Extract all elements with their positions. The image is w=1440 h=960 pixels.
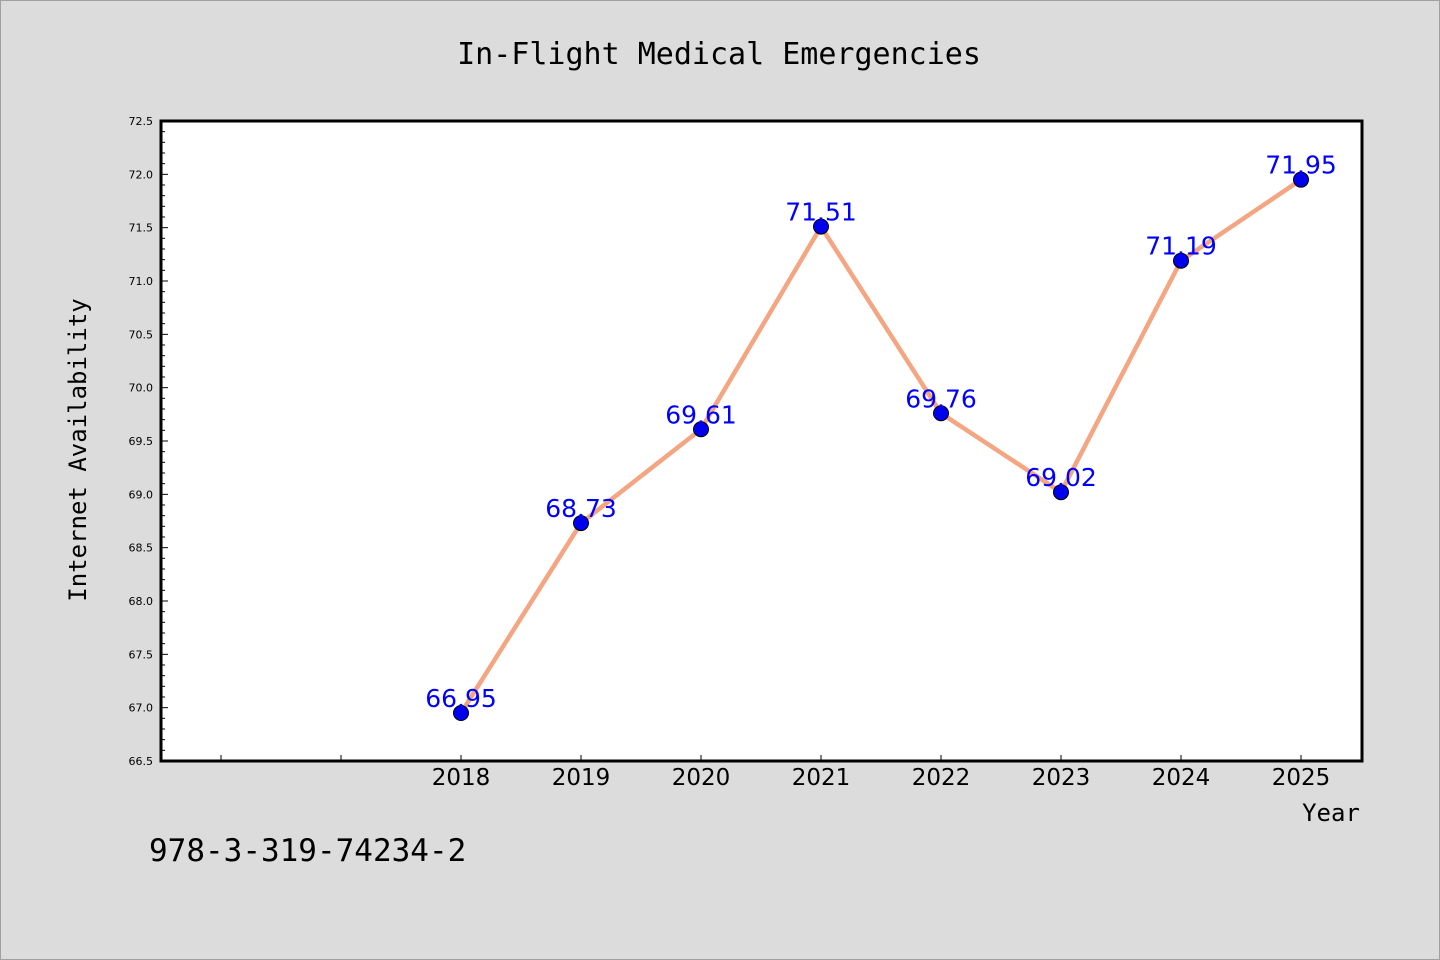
y-tick-label: 66.5 (129, 755, 154, 768)
data-label: 69.02 (1025, 463, 1097, 492)
y-axis: 66.5 67.0 67.5 68.0 68.5 69.0 69.5 70.0 70.5 71.0… (129, 115, 168, 768)
data-label: 69.76 (905, 384, 977, 413)
x-tick-label: 2020 (672, 765, 731, 791)
data-label: 71.51 (785, 198, 857, 227)
y-tick-label: 70.0 (129, 382, 154, 395)
y-tick-label: 67.0 (129, 702, 154, 715)
data-label: 71.19 (1145, 232, 1217, 261)
x-tick-label: 2023 (1032, 765, 1091, 791)
y-tick-label: 71.0 (129, 275, 154, 288)
series-polyline (459, 177, 1303, 715)
y-tick-label: 69.5 (129, 435, 154, 448)
y-tick-label: 72.0 (129, 168, 154, 181)
y-tick-label: 72.5 (129, 115, 154, 128)
data-point (813, 218, 829, 235)
data-point (933, 405, 949, 422)
plot-area (159, 119, 1364, 763)
y-tick-label: 69.0 (129, 488, 154, 501)
x-tick-label: 2021 (792, 765, 851, 791)
data-label: 69.61 (665, 400, 737, 429)
x-tick-label: 2022 (912, 765, 971, 791)
data-labels: 66.95 68.73 69.61 71.51 69.76 69.02 71.19 71.95 (425, 151, 1337, 713)
data-point (453, 705, 469, 721)
y-tick-label: 67.5 (129, 648, 154, 661)
data-point (1293, 171, 1309, 188)
data-point (693, 421, 709, 438)
y-axis-label: Internet Availability (64, 298, 92, 601)
data-label: 66.95 (425, 684, 497, 713)
data-point (573, 515, 589, 532)
x-tick-label: 2025 (1272, 765, 1331, 791)
x-axis: 2018 2019 2020 2021 2022 2023 2024 2025 (220, 755, 1331, 791)
x-tick-label: 2024 (1152, 765, 1211, 791)
x-tick-label: 2019 (552, 765, 611, 791)
x-tick-label: 2018 (432, 765, 491, 791)
isbn-label: 978-3-319-74234-2 (149, 833, 467, 869)
x-axis-label: Year (1302, 799, 1360, 827)
y-tick-label: 71.5 (129, 222, 154, 235)
data-label: 68.73 (545, 494, 617, 523)
series-line (453, 171, 1309, 721)
data-point (1173, 252, 1189, 269)
y-tick-label: 70.5 (129, 328, 154, 341)
y-tick-label: 68.5 (129, 542, 154, 555)
y-tick-label: 68.0 (129, 595, 154, 608)
data-label: 71.95 (1265, 151, 1337, 180)
data-point (1053, 484, 1069, 501)
chart-title: In-Flight Medical Emergencies (457, 37, 981, 72)
